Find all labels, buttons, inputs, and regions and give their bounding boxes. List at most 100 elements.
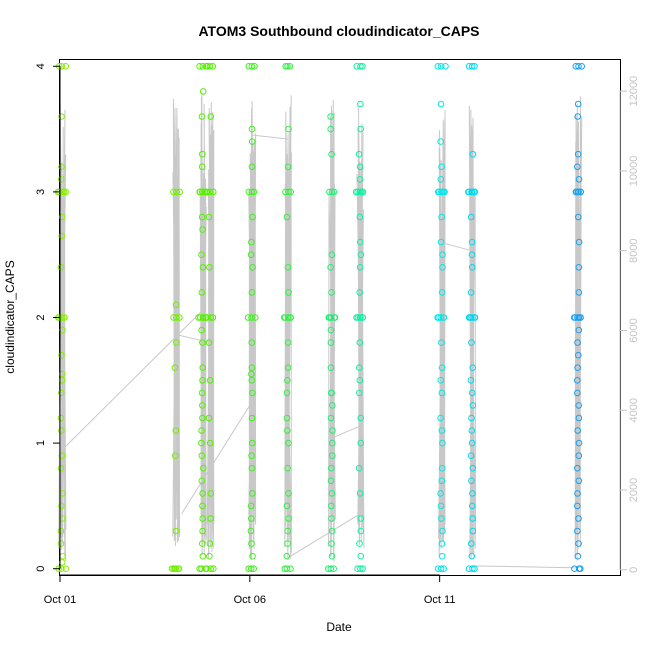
data-point <box>171 364 179 372</box>
data-point <box>356 289 364 296</box>
data-point <box>354 565 361 573</box>
y-tick-label: 2 <box>35 314 47 320</box>
data-point <box>250 188 258 196</box>
right-tick-label: 8000 <box>628 238 640 262</box>
gray-spike-trace <box>574 96 583 561</box>
data-point <box>440 314 448 321</box>
data-point <box>280 314 288 321</box>
data-point <box>435 188 443 196</box>
data-point <box>355 464 363 472</box>
data-point <box>283 414 291 422</box>
data-point <box>467 314 475 321</box>
data-point <box>244 314 252 321</box>
data-point <box>207 565 214 573</box>
data-point <box>249 213 256 221</box>
data-point <box>469 364 477 372</box>
data-point <box>468 439 476 447</box>
data-point <box>58 559 66 566</box>
data-point <box>437 502 445 510</box>
data-point <box>327 364 335 372</box>
data-point <box>198 389 206 397</box>
data-point <box>468 414 475 422</box>
data-point <box>357 565 364 573</box>
data-point <box>328 540 335 547</box>
data-point <box>574 113 582 120</box>
data-point <box>467 377 475 384</box>
data-point <box>283 552 291 560</box>
data-point <box>575 264 583 271</box>
data-point <box>284 63 291 70</box>
data-point <box>575 326 583 334</box>
chart-title: ATOM3 Southbound cloudindicator_CAPS <box>198 23 479 39</box>
data-point <box>327 113 334 120</box>
data-point <box>206 540 214 547</box>
data-point <box>172 527 180 535</box>
data-point <box>198 113 206 120</box>
data-point <box>469 402 477 409</box>
data-point <box>210 188 217 196</box>
data-point <box>248 540 255 547</box>
data-points <box>54 63 586 573</box>
data-point <box>439 251 446 258</box>
data-point <box>468 339 475 346</box>
data-point <box>209 314 217 321</box>
data-point <box>359 188 366 196</box>
data-point <box>356 188 364 196</box>
gray-connector-line <box>61 310 203 451</box>
data-point <box>355 150 363 158</box>
data-point <box>438 540 446 547</box>
data-point <box>437 414 444 422</box>
data-point <box>171 565 179 573</box>
data-point <box>574 339 581 346</box>
y-tick-label: 4 <box>35 63 47 69</box>
data-point <box>285 439 292 447</box>
data-point <box>575 515 582 522</box>
data-point <box>468 264 476 271</box>
data-point <box>359 63 366 70</box>
data-point <box>173 188 180 196</box>
data-point <box>327 326 335 334</box>
data-point <box>469 188 476 196</box>
data-point <box>249 439 256 447</box>
data-point <box>574 502 581 510</box>
gray-spike-trace <box>248 101 257 560</box>
data-point <box>574 389 581 397</box>
data-point <box>245 188 253 196</box>
data-point <box>356 213 364 221</box>
y-tick-label: 1 <box>35 440 47 446</box>
data-point <box>331 314 338 321</box>
data-point <box>470 188 478 196</box>
y-axis-label: cloudindicator_CAPS <box>3 260 17 373</box>
data-point <box>287 565 294 573</box>
data-point <box>437 176 445 183</box>
data-point <box>328 289 335 296</box>
x-tick-label: Oct 01 <box>44 594 76 606</box>
data-point <box>575 402 583 409</box>
data-point <box>62 188 69 196</box>
data-point <box>199 414 206 422</box>
data-point <box>437 314 445 321</box>
data-point <box>57 464 65 472</box>
data-point <box>356 540 363 547</box>
data-point <box>247 502 255 510</box>
data-point <box>357 314 364 321</box>
data-point <box>250 565 257 573</box>
data-point <box>575 439 583 447</box>
right-tick-label: 12000 <box>628 76 640 107</box>
data-point <box>327 414 335 422</box>
data-point <box>359 565 366 573</box>
data-point <box>248 163 256 171</box>
data-point <box>468 389 476 397</box>
data-point <box>468 552 476 560</box>
data-point <box>207 490 215 497</box>
data-point <box>198 326 205 334</box>
data-point <box>575 351 582 359</box>
data-point <box>58 370 66 378</box>
data-point <box>248 377 256 384</box>
data-point <box>283 565 291 573</box>
data-point <box>205 213 213 221</box>
data-point <box>249 490 256 497</box>
data-point <box>327 339 335 346</box>
data-point <box>248 138 256 145</box>
